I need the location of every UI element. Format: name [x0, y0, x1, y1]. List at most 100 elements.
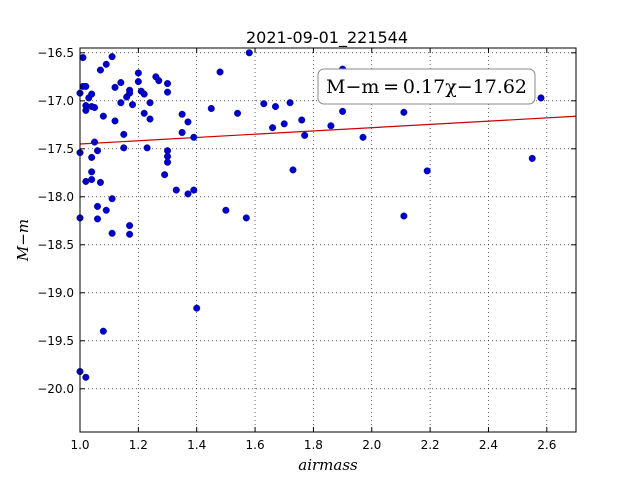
- data-point: [289, 166, 297, 174]
- data-point: [94, 147, 102, 155]
- data-point: [207, 104, 215, 112]
- data-point: [134, 69, 142, 77]
- data-point: [94, 202, 102, 210]
- fit-line: [79, 115, 577, 145]
- data-point: [286, 99, 294, 107]
- data-point: [242, 214, 250, 222]
- fit-annotation: M−m = 0.17χ−17.62: [317, 68, 536, 105]
- y-tick-label: −17.0: [37, 94, 74, 108]
- data-point: [129, 101, 137, 109]
- data-point: [184, 190, 192, 198]
- data-point: [108, 229, 116, 237]
- data-point: [82, 373, 90, 381]
- data-point: [178, 128, 186, 136]
- x-tick-label: 2.4: [479, 438, 498, 452]
- data-point: [126, 230, 134, 238]
- data-point: [298, 116, 306, 124]
- chart-title: 2021-09-01_221544: [246, 28, 408, 48]
- data-point: [91, 104, 99, 112]
- data-point: [190, 133, 198, 141]
- data-point: [99, 112, 107, 120]
- data-point: [234, 109, 242, 117]
- data-point: [327, 122, 335, 130]
- y-tick-label: −18.5: [37, 238, 74, 252]
- x-tick-label: 1.4: [187, 438, 206, 452]
- data-point: [301, 131, 309, 139]
- data-point: [96, 178, 104, 186]
- x-axis-ticks: 1.0 1.2 1.4 1.6 1.8 2.0 2.2 2.4 2.6: [70, 48, 556, 452]
- data-points: [76, 49, 545, 381]
- data-point: [91, 138, 99, 146]
- data-point: [269, 124, 277, 132]
- data-point: [111, 117, 119, 125]
- annotation-box: [317, 68, 536, 105]
- data-point: [172, 186, 180, 194]
- data-point: [88, 176, 96, 184]
- x-tick-label: 2.6: [537, 438, 556, 452]
- data-point: [96, 66, 104, 74]
- data-point: [423, 167, 431, 175]
- data-point: [164, 158, 172, 166]
- data-point: [146, 99, 154, 107]
- y-tick-label: −16.5: [37, 46, 74, 60]
- data-point: [155, 77, 163, 85]
- data-point: [280, 120, 288, 128]
- grid-lines: [79, 48, 576, 432]
- x-tick-label: 2.2: [421, 438, 440, 452]
- plot-area: [80, 48, 576, 432]
- data-point: [102, 60, 110, 68]
- data-point: [108, 53, 116, 61]
- data-point: [190, 186, 198, 194]
- y-tick-label: −18.0: [37, 190, 74, 204]
- x-tick-label: 1.0: [70, 438, 89, 452]
- data-point: [102, 206, 110, 214]
- data-point: [111, 83, 119, 91]
- data-point: [146, 115, 154, 123]
- data-point: [117, 79, 125, 87]
- data-point: [134, 78, 142, 86]
- data-point: [140, 109, 148, 117]
- x-axis-label: airmass: [298, 456, 358, 474]
- data-point: [400, 108, 408, 116]
- y-tick-label: −17.5: [37, 142, 74, 156]
- x-tick-label: 1.6: [246, 438, 265, 452]
- data-point: [216, 68, 224, 76]
- data-point: [94, 215, 102, 223]
- data-point: [245, 49, 253, 57]
- data-point: [99, 327, 107, 335]
- data-point: [528, 154, 536, 162]
- data-point: [222, 206, 230, 214]
- data-point: [164, 88, 172, 96]
- data-point: [88, 153, 96, 161]
- fit-equation: M−m = 0.17χ−17.62: [326, 76, 527, 98]
- plot-frame: [79, 47, 577, 433]
- data-point: [193, 304, 201, 312]
- data-point: [88, 90, 96, 98]
- data-point: [88, 168, 96, 176]
- data-point: [537, 94, 545, 102]
- data-point: [79, 54, 87, 62]
- y-axis-ticks: −16.5 −17.0 −17.5 −18.0 −18.5 −19.0 −19.5 −20.0: [37, 46, 576, 396]
- data-point: [178, 110, 186, 118]
- data-point: [108, 195, 116, 203]
- data-point: [126, 222, 134, 230]
- data-point: [339, 107, 347, 115]
- data-point: [164, 80, 172, 88]
- y-tick-label: −19.0: [37, 286, 74, 300]
- data-point: [260, 100, 268, 108]
- data-point: [82, 106, 90, 114]
- data-point: [143, 144, 151, 152]
- data-point: [184, 118, 192, 126]
- data-point: [82, 177, 90, 185]
- x-tick-label: 2.0: [362, 438, 381, 452]
- fit-line-group: [79, 115, 577, 145]
- x-tick-label: 1.2: [129, 438, 148, 452]
- data-point: [120, 144, 128, 152]
- data-point: [120, 130, 128, 138]
- data-point: [359, 133, 367, 141]
- data-point: [271, 103, 279, 111]
- data-point: [82, 82, 90, 90]
- y-tick-label: −19.5: [37, 334, 74, 348]
- data-point: [126, 89, 134, 97]
